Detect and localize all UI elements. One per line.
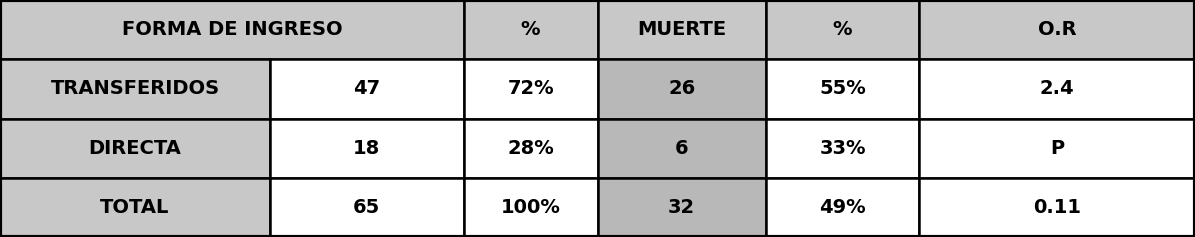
- Bar: [0, 118, 270, 178]
- Bar: [0, 59, 270, 118]
- Text: 2.4: 2.4: [1040, 79, 1074, 98]
- Bar: [598, 59, 766, 118]
- Bar: [919, 59, 1195, 118]
- Bar: [919, 0, 1195, 59]
- Text: 33%: 33%: [820, 139, 865, 158]
- Text: 100%: 100%: [501, 198, 560, 217]
- Bar: [464, 0, 598, 59]
- Text: FORMA DE INGRESO: FORMA DE INGRESO: [122, 20, 342, 39]
- Bar: [766, 0, 919, 59]
- Text: TOTAL: TOTAL: [100, 198, 170, 217]
- Bar: [598, 178, 766, 237]
- Bar: [464, 59, 598, 118]
- Bar: [0, 0, 464, 59]
- Bar: [464, 178, 598, 237]
- Bar: [464, 59, 598, 118]
- Bar: [598, 0, 766, 59]
- Bar: [598, 118, 766, 178]
- Text: 26: 26: [668, 79, 695, 98]
- Bar: [766, 118, 919, 178]
- Bar: [766, 178, 919, 237]
- Bar: [464, 0, 598, 59]
- Text: 55%: 55%: [819, 79, 866, 98]
- Bar: [0, 118, 270, 178]
- Text: 18: 18: [354, 139, 380, 158]
- Text: 0.11: 0.11: [1032, 198, 1081, 217]
- Bar: [919, 0, 1195, 59]
- Bar: [270, 118, 464, 178]
- Text: 47: 47: [354, 79, 380, 98]
- Text: TRANSFERIDOS: TRANSFERIDOS: [50, 79, 220, 98]
- Bar: [270, 178, 464, 237]
- Bar: [766, 0, 919, 59]
- Bar: [919, 118, 1195, 178]
- Bar: [0, 59, 270, 118]
- Bar: [919, 178, 1195, 237]
- Text: 72%: 72%: [507, 79, 554, 98]
- Bar: [270, 178, 464, 237]
- Bar: [919, 59, 1195, 118]
- Bar: [464, 118, 598, 178]
- Bar: [464, 178, 598, 237]
- Bar: [270, 59, 464, 118]
- Bar: [766, 118, 919, 178]
- Bar: [919, 178, 1195, 237]
- Text: P: P: [1050, 139, 1064, 158]
- Text: 65: 65: [354, 198, 380, 217]
- Bar: [766, 178, 919, 237]
- Bar: [919, 118, 1195, 178]
- Bar: [0, 0, 464, 59]
- Text: %: %: [833, 20, 852, 39]
- Text: %: %: [521, 20, 540, 39]
- Text: 6: 6: [675, 139, 688, 158]
- Bar: [0, 178, 270, 237]
- Bar: [464, 118, 598, 178]
- Text: MUERTE: MUERTE: [637, 20, 727, 39]
- Bar: [0, 178, 270, 237]
- Text: DIRECTA: DIRECTA: [88, 139, 182, 158]
- Bar: [270, 59, 464, 118]
- Text: 28%: 28%: [507, 139, 554, 158]
- Bar: [766, 59, 919, 118]
- Text: 49%: 49%: [819, 198, 866, 217]
- Text: 32: 32: [668, 198, 695, 217]
- Bar: [598, 59, 766, 118]
- Bar: [598, 0, 766, 59]
- Bar: [598, 118, 766, 178]
- Text: O.R: O.R: [1037, 20, 1077, 39]
- Bar: [270, 118, 464, 178]
- Bar: [598, 178, 766, 237]
- Bar: [766, 59, 919, 118]
